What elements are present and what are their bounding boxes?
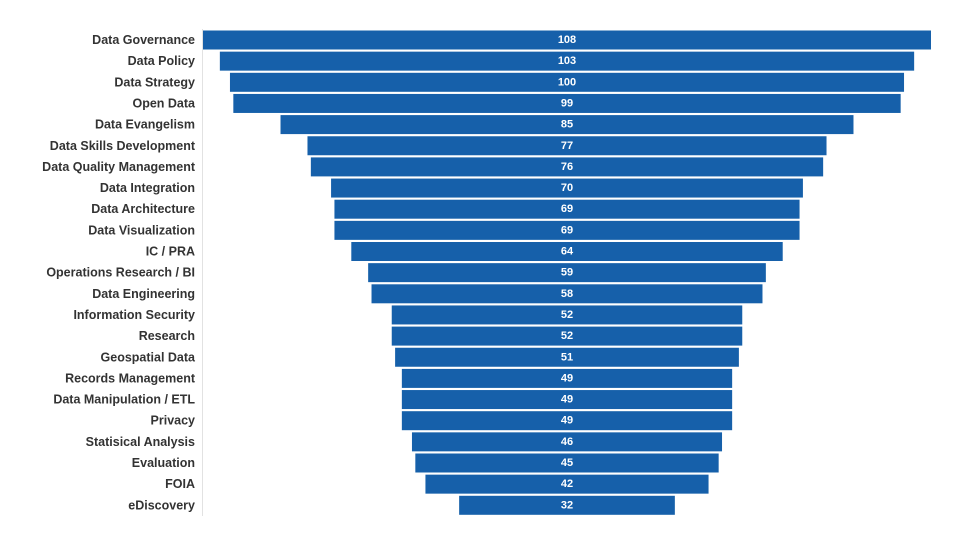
category-label: Data Policy: [128, 54, 195, 68]
category-label: Operations Research / BI: [46, 266, 195, 280]
funnel-bar: [351, 242, 783, 261]
category-labels-layer: Data Governance Data Policy Data Strategy O…: [42, 33, 196, 512]
category-label: Geospatial Data: [101, 350, 197, 364]
funnel-bar: [425, 474, 709, 494]
funnel-bar: [280, 115, 854, 135]
funnel-bar: [233, 93, 901, 113]
funnel-bar: [391, 326, 743, 346]
funnel-bar: [331, 178, 803, 198]
category-label: Data Governance: [92, 33, 195, 47]
category-label: eDiscovery: [128, 498, 195, 512]
funnel-bar: [229, 72, 905, 92]
funnel-bar: [415, 453, 719, 473]
value-label: 49: [561, 372, 573, 384]
funnel-bar: [368, 263, 766, 283]
category-label: Records Management: [65, 371, 196, 385]
funnel-bar: [371, 284, 763, 304]
value-label: 69: [561, 224, 573, 236]
category-label: Open Data: [132, 96, 196, 110]
value-label: 59: [561, 267, 573, 279]
funnel-bar: [401, 390, 733, 410]
category-label: Research: [139, 329, 195, 343]
value-label: 52: [561, 309, 573, 321]
funnel-bar: [411, 432, 723, 452]
value-label: 103: [558, 55, 576, 67]
category-label: Data Engineering: [92, 287, 195, 301]
category-label: Data Strategy: [114, 75, 195, 89]
value-label: 108: [558, 34, 576, 46]
category-label: Data Skills Development: [50, 139, 196, 153]
value-labels-layer: 108 103 100 99 85 77 76 70 69 69 64 59 58 52 52 51 49 49 4…: [558, 34, 576, 511]
category-label: Privacy: [151, 414, 196, 428]
value-label: 99: [561, 97, 573, 109]
funnel-bar: [391, 305, 743, 325]
value-label: 77: [561, 140, 573, 152]
value-label: 52: [561, 330, 573, 342]
funnel-bar: [401, 411, 733, 431]
funnel-bar: [401, 368, 733, 388]
funnel-bar: [307, 136, 827, 156]
value-label: 58: [561, 288, 573, 300]
value-label: 49: [561, 415, 573, 427]
category-label: Data Integration: [100, 181, 195, 195]
value-label: 100: [558, 76, 576, 88]
bars-layer: [203, 30, 931, 515]
value-label: 42: [561, 478, 573, 490]
category-label: FOIA: [165, 477, 195, 491]
funnel-bar: [395, 347, 739, 367]
category-label: Data Quality Management: [42, 160, 196, 174]
category-label: Information Security: [73, 308, 195, 322]
funnel-bar: [310, 157, 824, 177]
value-label: 64: [561, 246, 574, 258]
category-label: IC / PRA: [146, 245, 195, 259]
value-label: 51: [561, 351, 573, 363]
value-label: 85: [561, 119, 573, 131]
value-label: 76: [561, 161, 573, 173]
category-label: Data Visualization: [88, 223, 195, 237]
funnel-bar: [334, 220, 800, 240]
category-label: Data Architecture: [91, 202, 195, 216]
category-label: Statisical Analysis: [86, 435, 195, 449]
value-label: 45: [561, 457, 573, 469]
value-label: 32: [561, 499, 573, 511]
category-label: Data Manipulation / ETL: [53, 393, 195, 407]
category-label: Evaluation: [132, 456, 195, 470]
value-label: 70: [561, 182, 573, 194]
value-label: 69: [561, 203, 573, 215]
category-label: Data Evangelism: [95, 118, 195, 132]
funnel-bar: [203, 30, 931, 50]
value-label: 49: [561, 394, 573, 406]
funnel-bar: [219, 51, 915, 71]
funnel-bar: [459, 495, 675, 515]
value-label: 46: [561, 436, 573, 448]
funnel-bar: [334, 199, 800, 219]
